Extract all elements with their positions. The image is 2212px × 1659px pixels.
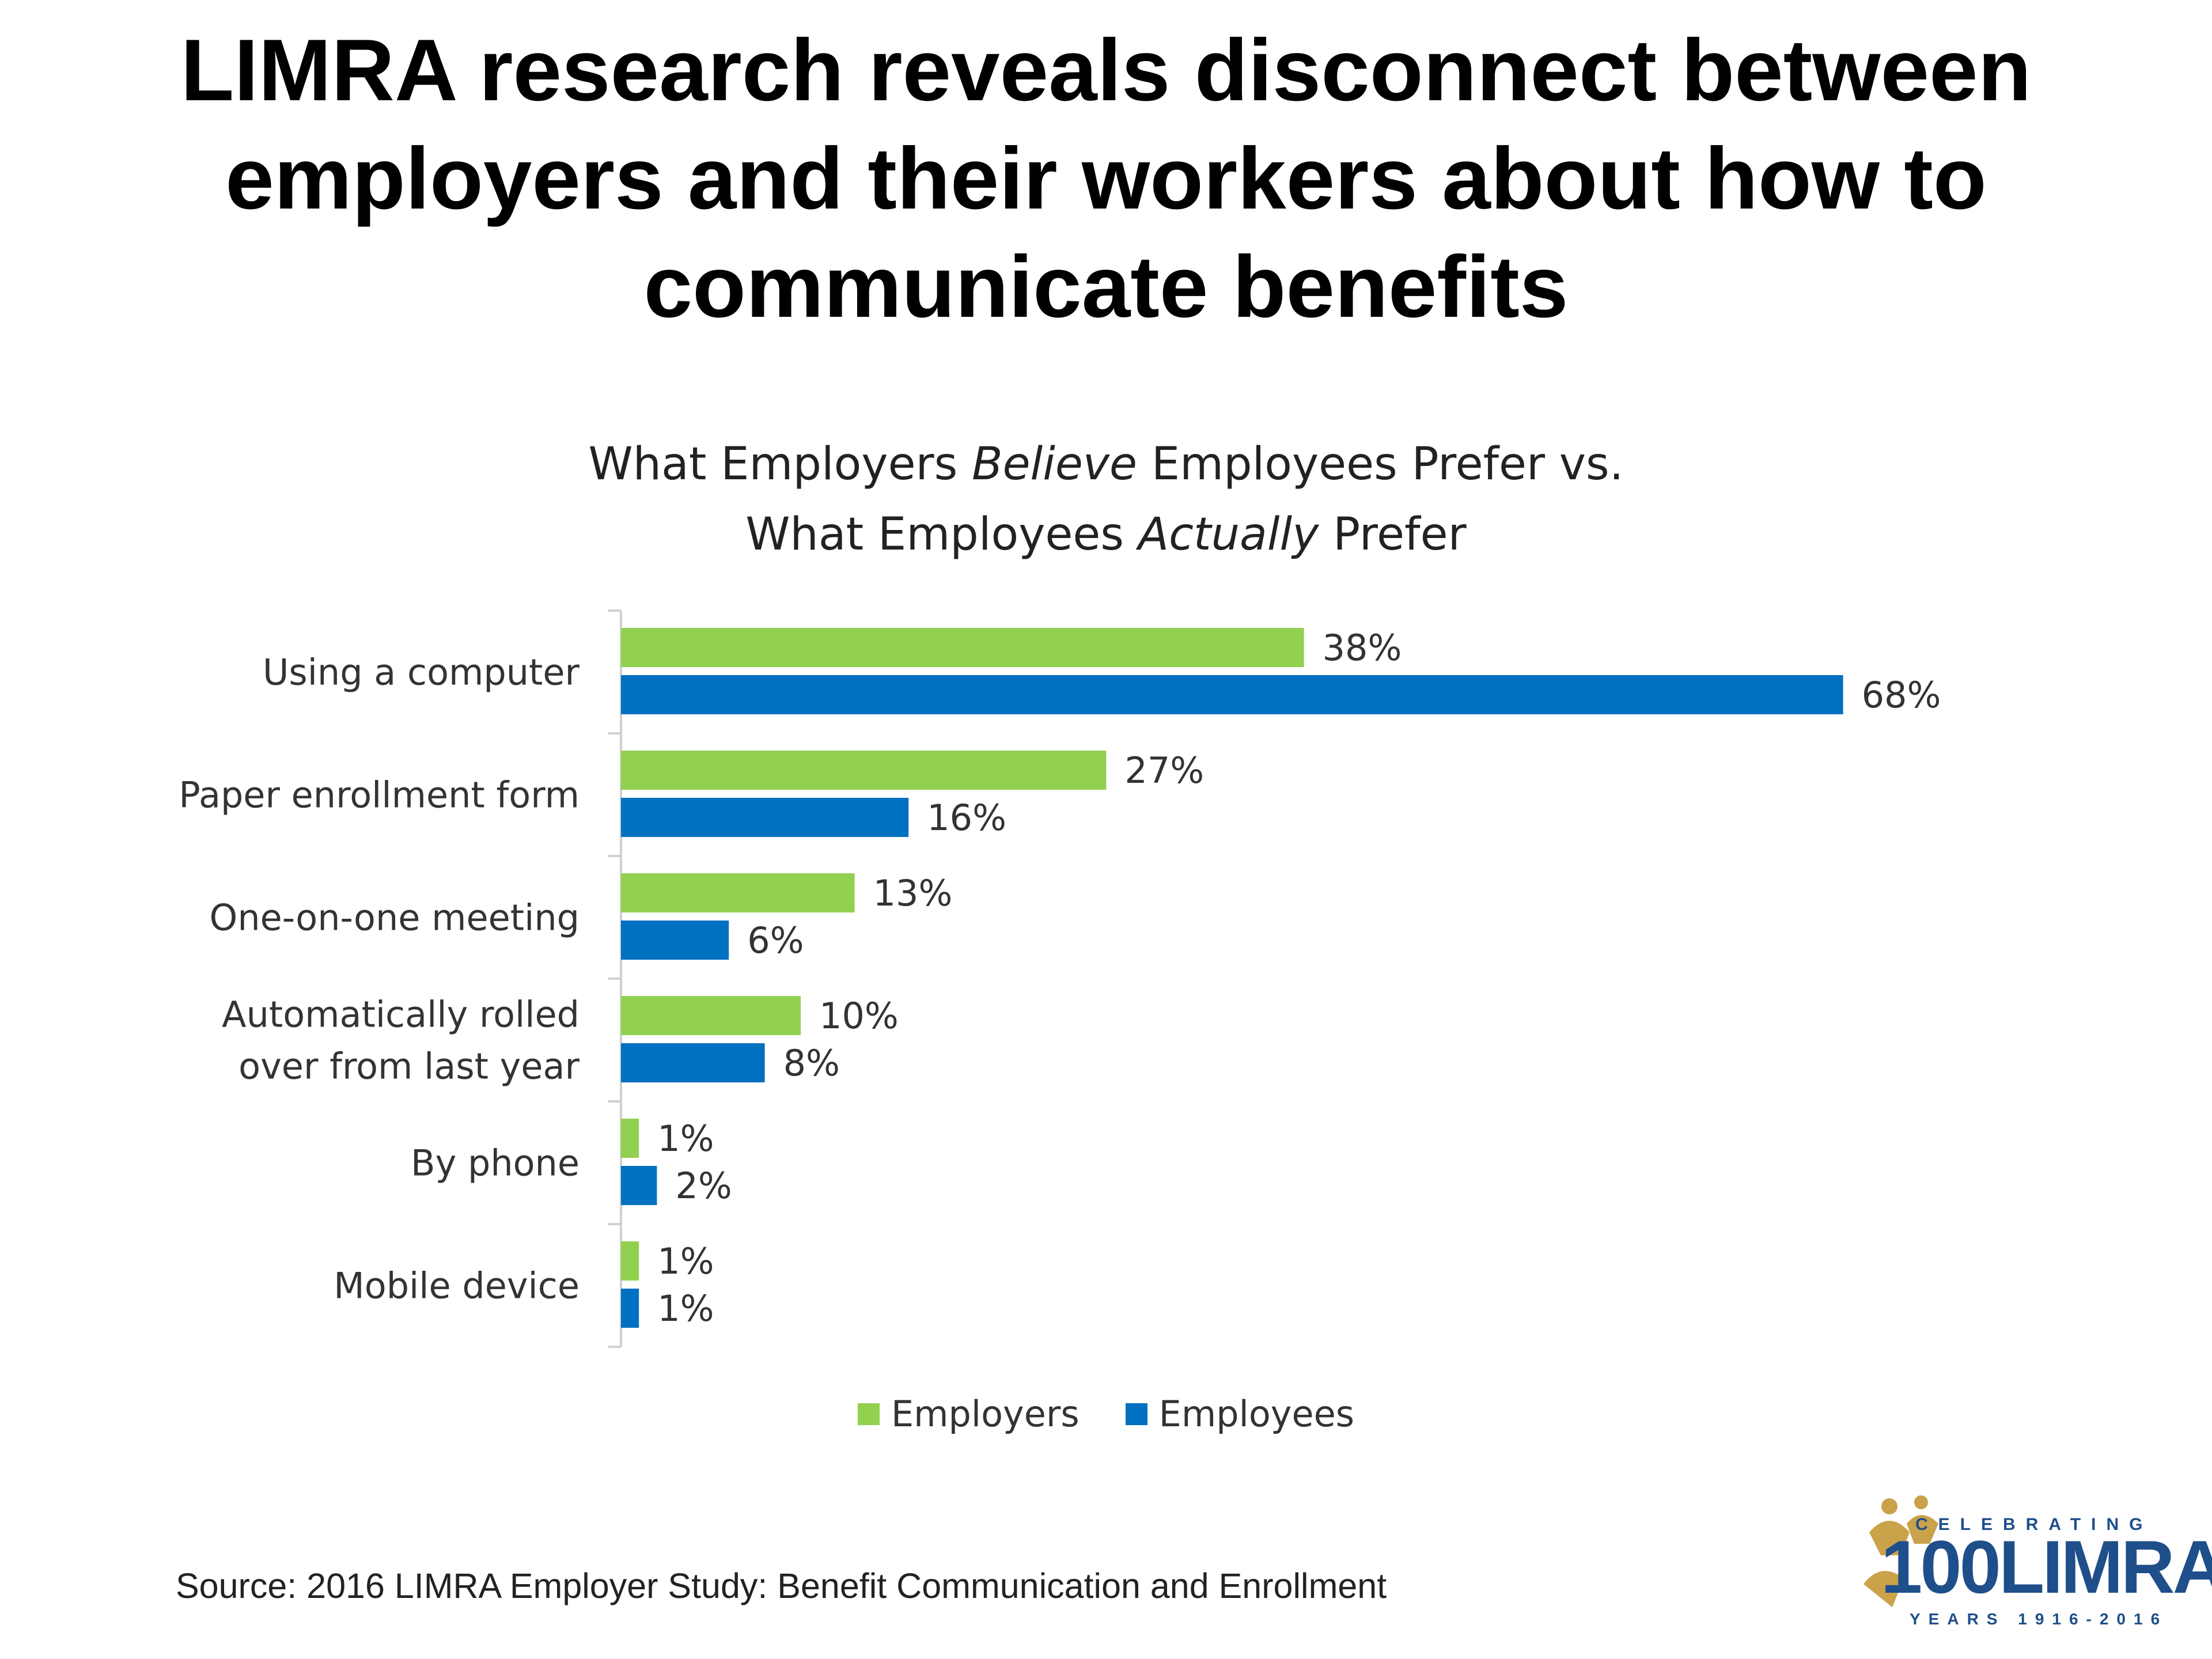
category-label: One-on-one meeting (210, 897, 579, 939)
category-label: Paper enrollment form (179, 774, 579, 816)
bar-employers (621, 1119, 639, 1158)
category-label: over from last year (238, 1046, 579, 1088)
legend-label-employees: Employees (1158, 1393, 1355, 1435)
chart-title-text: What Employees (745, 509, 1138, 560)
bar-employees (621, 798, 909, 837)
category-label: Mobile device (334, 1265, 579, 1307)
data-label: 1% (657, 1118, 714, 1160)
headline-line-3: communicate benefits (643, 238, 1569, 336)
chart-title-line-1: What Employers Believe Employees Prefer … (0, 429, 2212, 499)
data-label: 27% (1124, 749, 1204, 791)
bar-employers (621, 1241, 639, 1281)
bar-employees (621, 1043, 765, 1082)
bar-employees (621, 675, 1843, 714)
legend-item-employees: Employees (1125, 1393, 1355, 1435)
bar-employers (621, 873, 855, 912)
limra-logo: CELEBRATING 100LIMRA YEARS 1916-2016 (1858, 1492, 2212, 1636)
data-label: 13% (873, 872, 953, 914)
bar-employers (621, 628, 1304, 667)
chart-title-emphasis: Believe (972, 438, 1138, 490)
bar-employers (621, 996, 801, 1035)
bar-employees (621, 921, 729, 960)
data-label: 6% (747, 919, 804, 961)
category-label: Using a computer (263, 652, 579, 694)
headline: LIMRA research reveals disconnect betwee… (0, 16, 2212, 341)
chart-title-text: Employees Prefer vs. (1137, 438, 1624, 490)
data-label: 1% (657, 1287, 714, 1330)
legend-item-employers: Employers (857, 1393, 1080, 1435)
legend-swatch-employees (1125, 1403, 1147, 1425)
source-note: Source: 2016 LIMRA Employer Study: Benef… (176, 1566, 1387, 1605)
legend-swatch-employers (857, 1403, 880, 1425)
bar-employees (621, 1166, 657, 1205)
data-label: 2% (675, 1165, 732, 1207)
logo-top-text: CELEBRATING (1915, 1515, 2153, 1534)
chart-title: What Employers Believe Employees Prefer … (0, 429, 2212, 570)
data-label: 68% (1862, 674, 1941, 716)
chart-title-text: What Employers (588, 438, 972, 490)
data-label: 16% (927, 797, 1006, 839)
data-label: 1% (657, 1240, 714, 1282)
data-label: 38% (1323, 627, 1402, 669)
bar-employers (621, 751, 1107, 790)
chart-title-line-2: What Employees Actually Prefer (0, 499, 2212, 570)
logo-main-text: 100LIMRA (1881, 1525, 2212, 1609)
data-label: 10% (819, 995, 899, 1037)
logo-bottom-text: YEARS 1916-2016 (1910, 1610, 2168, 1628)
headline-line-2: employers and their workers about how to (225, 130, 1987, 228)
bar-employees (621, 1289, 639, 1328)
data-label: 8% (783, 1042, 840, 1084)
headline-line-1: LIMRA research reveals disconnect betwee… (180, 21, 2032, 119)
chart-legend: Employers Employees (0, 1393, 2212, 1435)
legend-label-employers: Employers (891, 1393, 1080, 1435)
chart-title-text: Prefer (1319, 509, 1467, 560)
category-label: Automatically rolled (222, 994, 579, 1036)
category-label: By phone (411, 1142, 579, 1184)
chart-title-emphasis: Actually (1138, 509, 1319, 560)
logo-figures-icon (1863, 1495, 1938, 1607)
